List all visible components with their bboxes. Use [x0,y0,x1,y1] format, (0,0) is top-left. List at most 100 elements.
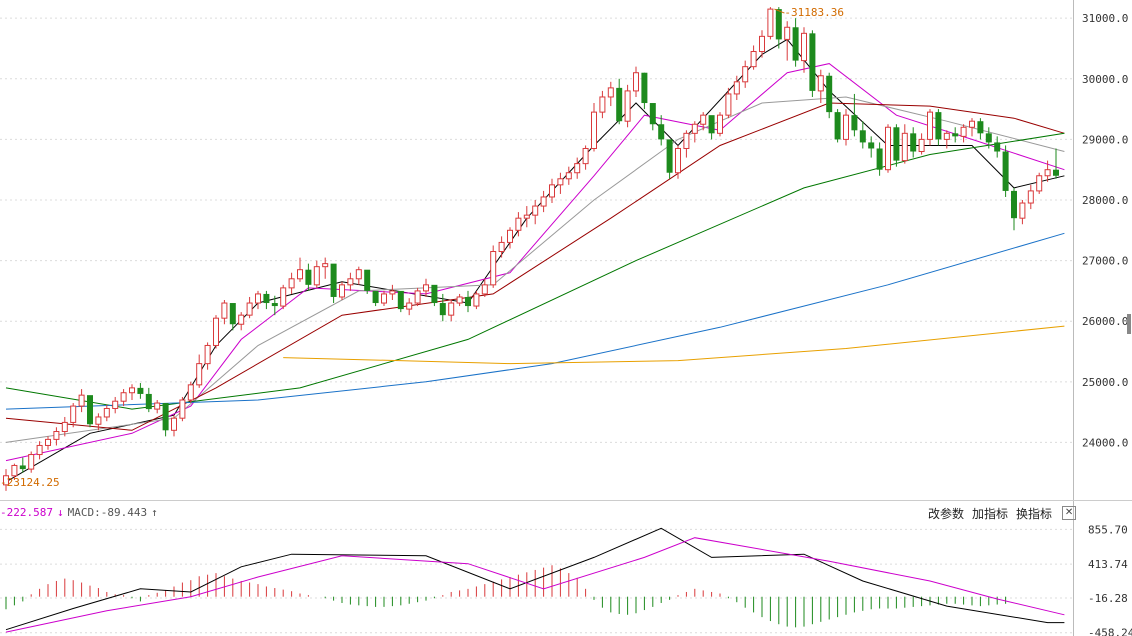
candle-body [213,317,219,346]
price-tick-label: 31000.0 [1082,12,1128,25]
candle-body [532,205,539,216]
candle-body [145,393,152,410]
switch-indicator-button[interactable]: 换指标 [1016,506,1053,521]
candle-body [742,66,749,83]
candle-body [280,287,287,307]
candle-body [288,278,295,289]
candle-body [507,229,513,243]
candle-body [801,32,807,62]
candle-body [439,303,446,316]
candle-body [549,184,555,198]
candle-body [633,72,639,92]
candle-body [187,384,194,401]
candle-body [1036,175,1043,192]
candle-body [137,387,144,394]
main-grid [0,17,1073,443]
candlesticks [3,7,1059,491]
candle-body [204,344,211,365]
macd-lines [5,527,1065,633]
candle-body [19,465,26,470]
candle-body [53,431,60,440]
candle-body [675,147,681,174]
dif-line [5,527,1065,631]
candle-body [347,278,354,286]
candle-body [45,438,51,446]
candle-body [607,87,614,98]
candle-body [759,35,765,53]
candle-body [1002,151,1009,191]
candle-body [784,26,791,40]
moving-average-line [5,232,1065,410]
candle-body [733,81,740,95]
moving-average-line [5,132,1065,410]
candle-body [826,75,833,113]
candle-body [154,402,161,410]
candle-body [397,290,404,310]
candle-body [691,123,698,134]
candle-body [885,126,891,171]
candle-body [683,132,690,149]
candle-body [3,475,9,486]
candle-body [448,302,455,316]
dea-line [5,537,1065,633]
candle-body [859,130,866,143]
candle-body [381,293,387,304]
candle-body [95,416,102,425]
candle-body [263,293,270,304]
candle-body [624,90,631,122]
price-tick-label: 26000.0 [1082,315,1128,328]
candle-body [557,178,564,186]
high-arrow-line [774,8,785,14]
candle-body [498,241,505,253]
close-icon[interactable]: ✕ [1062,506,1077,520]
candle-body [255,293,261,304]
candle-body [985,133,992,143]
candle-body [658,124,665,140]
candle-body [910,133,917,152]
candle-body [196,363,203,386]
indicator-toolbar: 改参数 加指标 换指标 ✕ [920,504,1077,522]
macd-axis: 855.70 413.74 -16.28 -458.24 [1088,523,1132,636]
candle-body [414,290,421,304]
candle-body [1011,190,1017,219]
candle-body [599,96,606,113]
candle-body [431,284,438,304]
macd-tick-label: 413.74 [1088,558,1128,571]
price-tick-label: 29000.0 [1082,133,1128,146]
candle-body [792,27,799,61]
candle-body [927,111,933,140]
candle-body [112,400,119,409]
candle-body [876,148,883,170]
candle-body [78,394,85,407]
candle-body [969,120,975,128]
candle-body [162,403,169,431]
candle-body [641,72,648,104]
moving-average-line [5,96,1065,443]
candle-body [591,111,597,149]
candle-body [389,290,396,295]
macd-tick-label: -458.24 [1088,627,1132,636]
candle-body [1053,169,1059,176]
dif-value: -222.587 [0,506,53,519]
candle-body [120,392,127,402]
high-low-annotations: -31183.36 -23124.25 [0,6,844,489]
add-indicator-button[interactable]: 加指标 [972,506,1009,521]
candle-body [423,284,429,292]
candle-body [540,196,547,207]
candle-body [666,139,673,173]
candle-body [87,395,93,425]
candle-body [851,115,858,131]
candle-body [11,464,18,477]
candle-body [171,417,177,431]
candle-body [364,269,371,291]
candle-body [943,132,950,140]
macd-value: MACD:-89.443 [67,506,148,519]
low-price-label: -23124.25 [0,476,60,489]
edit-params-button[interactable]: 改参数 [928,506,965,521]
macd-histogram [5,565,1007,628]
candle-body [330,263,337,297]
candle-body [523,214,530,219]
candle-body [465,296,471,307]
candle-body [901,132,908,162]
